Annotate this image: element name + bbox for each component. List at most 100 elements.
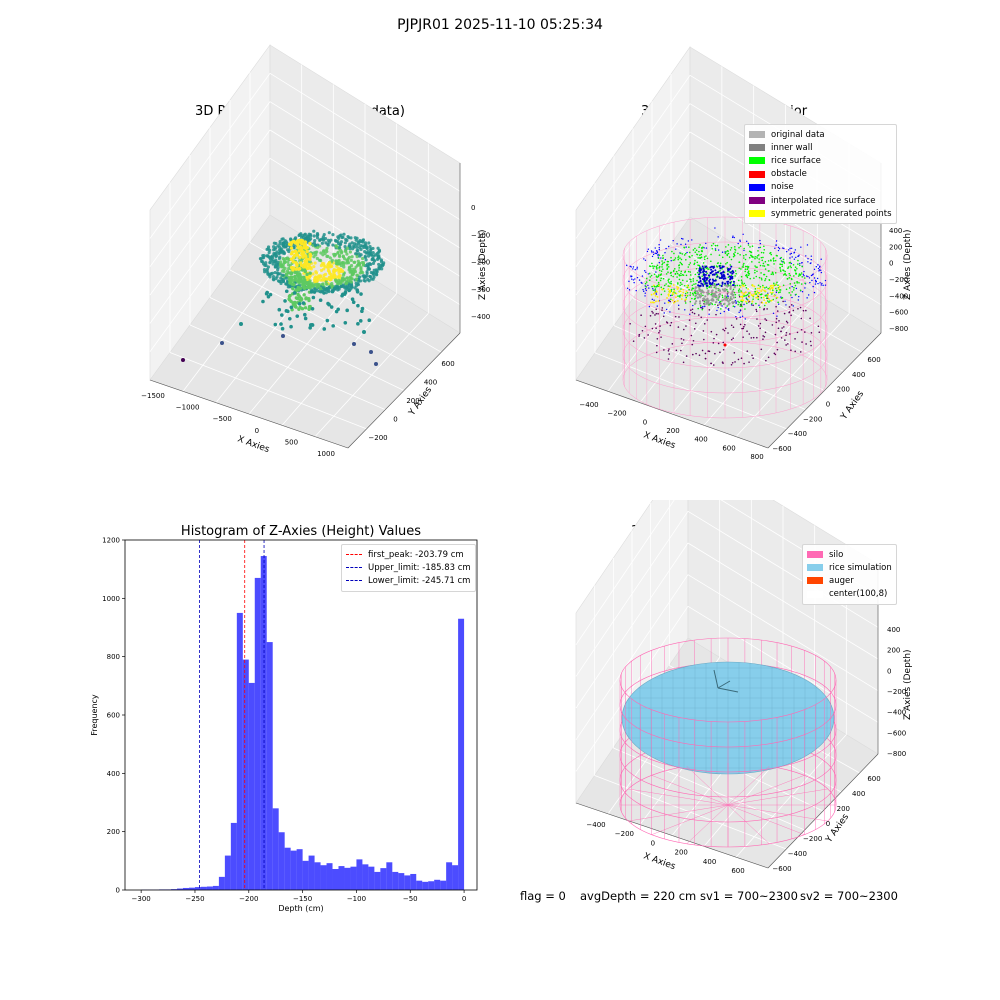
raw-point — [266, 247, 270, 251]
legend-swatch — [749, 157, 765, 165]
rice-point — [764, 287, 766, 289]
raw-ztick: 0 — [471, 204, 475, 212]
rice-point — [670, 274, 673, 277]
rice-point — [662, 287, 665, 290]
raw-point — [342, 292, 347, 296]
interpolated-point — [712, 342, 715, 344]
rice-point — [781, 263, 783, 266]
noise-point — [724, 282, 727, 285]
interpolated-point — [704, 357, 707, 360]
rice-point — [711, 247, 714, 250]
raw-point-outlier — [362, 330, 366, 334]
raw-point — [273, 270, 277, 275]
interpolated-point — [762, 335, 764, 337]
interpolated-point — [669, 324, 672, 327]
rice-point — [673, 268, 676, 270]
x-axis-line — [575, 802, 769, 869]
rice-point — [801, 276, 804, 278]
raw-point — [298, 305, 302, 310]
noise-point — [743, 249, 745, 252]
rice-point — [655, 279, 658, 281]
rice-point — [742, 264, 745, 266]
rice-point — [747, 270, 750, 273]
legend-label: obstacle — [771, 169, 807, 180]
rice-point — [652, 289, 655, 292]
raw-point — [343, 244, 347, 249]
rice-point — [709, 284, 712, 287]
inner-wall-point — [711, 289, 714, 292]
raw-point — [302, 275, 306, 280]
raw-point-cloud — [181, 229, 386, 366]
rice-point — [697, 264, 699, 267]
noise-point — [641, 282, 643, 284]
noise-point — [729, 267, 732, 270]
simulation-legend: silo rice simulation auger center(100,8) — [802, 544, 897, 605]
rice-point — [702, 294, 704, 297]
interpolated-point — [799, 351, 802, 353]
raw-point — [342, 232, 346, 236]
rice-point — [678, 274, 680, 276]
noise-point — [722, 270, 725, 273]
rice-point — [665, 273, 668, 275]
simulation-auger — [713, 669, 739, 693]
noise-point — [644, 288, 647, 290]
noise-point — [742, 233, 744, 236]
rice-point — [796, 267, 798, 270]
raw-point — [322, 232, 326, 237]
rice-point — [698, 264, 701, 267]
raw-point — [268, 272, 272, 277]
rice-point — [763, 245, 765, 248]
rice-point — [679, 257, 681, 259]
raw-point — [274, 241, 278, 246]
raw-point — [303, 240, 307, 244]
symmetric-point — [739, 286, 742, 289]
rice-point — [747, 265, 750, 268]
raw-point — [368, 261, 372, 266]
interpolated-point — [671, 343, 674, 345]
interpolated-point — [783, 326, 785, 328]
raw-point — [310, 322, 314, 327]
rice-point — [719, 269, 721, 272]
raw-point — [316, 233, 320, 237]
noise-point — [723, 310, 725, 313]
noise-point — [717, 283, 720, 286]
raw-point — [266, 265, 270, 269]
noise-point — [803, 275, 805, 277]
rice-point — [746, 298, 748, 301]
rice-point — [705, 255, 707, 257]
interpolated-point — [698, 354, 701, 357]
raw-point — [308, 260, 312, 264]
inner-wall-point — [713, 293, 717, 296]
raw-point — [324, 241, 328, 245]
raw-point — [332, 252, 336, 256]
raw-xtick: −500 — [213, 415, 232, 423]
interpolated-point — [756, 318, 758, 320]
rice-point — [662, 254, 664, 257]
rice-point — [667, 281, 670, 283]
noise-point — [630, 266, 632, 268]
rice-point — [743, 257, 745, 259]
interpolated-point — [762, 338, 764, 340]
raw-point — [365, 245, 369, 249]
symmetric-point — [740, 299, 743, 302]
rice-point — [782, 269, 785, 272]
symmetric-point — [650, 301, 652, 304]
noise-point — [790, 252, 793, 255]
interpolated-point — [695, 352, 697, 355]
legend-line-swatch — [346, 567, 362, 569]
histogram-bar — [260, 556, 267, 890]
rice-point — [738, 284, 741, 287]
rice-point — [706, 257, 709, 260]
histogram-bar — [236, 612, 243, 890]
raw-point — [276, 268, 280, 272]
inner-wall-point — [721, 288, 725, 291]
interpolated-point — [767, 356, 770, 359]
raw-ytick: −200 — [368, 434, 387, 442]
classify-legend: original data inner wall rice surface obsta… — [744, 124, 897, 225]
interpolated-point — [800, 328, 803, 331]
rice-point — [694, 247, 696, 250]
noise-point — [721, 281, 724, 284]
noise-point — [710, 271, 713, 274]
raw-point — [350, 255, 354, 259]
raw-point — [341, 273, 346, 277]
